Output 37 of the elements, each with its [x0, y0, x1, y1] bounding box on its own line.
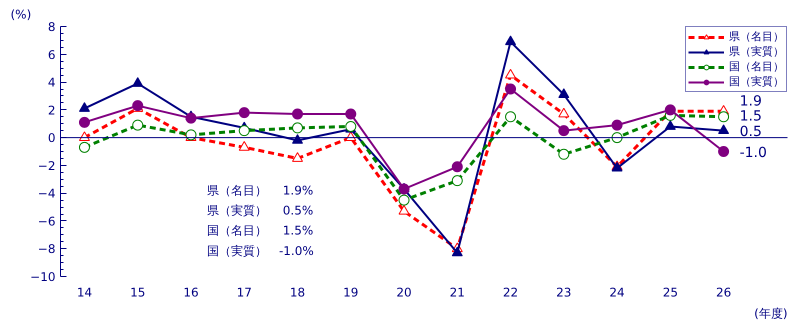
annotation: 県（名目） 1.9%	[206, 183, 314, 198]
legend-label: 国（実質）	[729, 74, 784, 89]
x-tick-label: 25	[662, 286, 678, 300]
y-tick-label: −2	[38, 158, 56, 173]
x-tick-label: 22	[502, 286, 518, 300]
annotation: 国（実質） -1.0%	[206, 244, 314, 258]
x-tick-label: 19	[343, 286, 358, 300]
x-tick-label: 15	[130, 286, 146, 300]
x-axis-title: (年度)	[754, 306, 788, 320]
annotation: 国（名目） 1.5%	[206, 224, 314, 238]
x-tick-label: 24	[609, 286, 625, 300]
x-tick-label: 18	[290, 286, 306, 300]
annotation: 1.9	[740, 94, 762, 110]
x-tick-label: 26	[716, 286, 732, 300]
legend-label: 県（実質）	[729, 44, 784, 59]
x-tick-label: 16	[183, 286, 199, 300]
x-tick-label: 20	[396, 286, 412, 300]
x-tick-label: 14	[76, 286, 92, 300]
x-tick-label: 17	[236, 286, 252, 300]
y-axis-title: (%)	[10, 8, 32, 22]
y-tick-label: 6	[48, 48, 56, 62]
y-tick-label: −8	[38, 242, 56, 256]
y-tick-label: 2	[48, 103, 56, 118]
annotation: 県（実質） 0.5%	[206, 204, 314, 218]
y-tick-label: −6	[38, 214, 56, 228]
x-tick-label: 23	[556, 286, 572, 300]
y-tick-label: −10	[30, 270, 56, 284]
y-tick-label: 4	[48, 76, 56, 90]
x-tick-label: 21	[450, 286, 465, 300]
legend-label: 国（名目）	[729, 59, 784, 74]
annotation: -1.0	[740, 145, 767, 161]
y-tick-label: −4	[38, 186, 56, 201]
y-tick-label: 0	[48, 131, 56, 146]
annotation: 0.5	[740, 124, 762, 140]
legend-label: 県（名目）	[729, 29, 784, 44]
annotation: 1.5	[740, 108, 762, 124]
y-tick-label: 8	[48, 20, 56, 34]
